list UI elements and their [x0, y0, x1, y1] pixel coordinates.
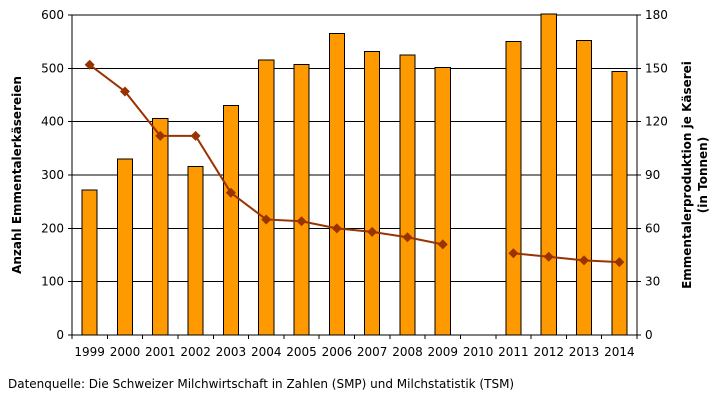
point-2012	[543, 251, 554, 262]
left-tick-label: 300	[41, 168, 64, 182]
x-tick-label-2004: 2004	[251, 345, 282, 359]
x-tick-label-2003: 2003	[216, 345, 247, 359]
point-2007	[367, 226, 378, 237]
bar-2004	[258, 59, 275, 336]
point-2001	[155, 130, 166, 141]
right-tick-label: 0	[645, 328, 653, 342]
x-tick-label-2000: 2000	[110, 345, 141, 359]
left-tick-label: 500	[41, 61, 64, 75]
bar-2013	[575, 40, 593, 336]
point-2003	[225, 187, 236, 198]
chart: 0 100 200 300 400 500 600 0 30 60 90 120 150 180 199…	[10, 8, 710, 359]
point-2000	[119, 86, 130, 97]
bar-2003	[222, 105, 239, 336]
bar-2014	[611, 71, 628, 336]
point-2011	[508, 248, 519, 259]
right-tick-label: 120	[645, 115, 668, 129]
left-axis-ticks: 0 100 200 300 400 500 600	[41, 8, 72, 342]
line-series	[84, 59, 625, 268]
x-tick-label-1999: 1999	[74, 345, 105, 359]
bar-2012	[540, 13, 557, 336]
bar-2009	[434, 66, 451, 336]
x-tick-label-2014: 2014	[604, 345, 635, 359]
right-tick-label: 180	[645, 8, 668, 22]
point-2013	[579, 255, 590, 266]
x-tick-label-2005: 2005	[286, 345, 317, 359]
right-axis-title-line2: (in Tonnen)	[696, 137, 710, 213]
bar-1999	[81, 189, 98, 336]
bar-2000	[116, 158, 134, 336]
data-source-note: Datenquelle: Die Schweizer Milchwirtscha…	[8, 377, 515, 391]
right-axis-ticks: 0 30 60 90 120 150 180	[637, 8, 668, 342]
x-tick-label-2012: 2012	[533, 345, 564, 359]
left-tick-label: 600	[41, 8, 64, 22]
left-tick-label: 0	[56, 328, 64, 342]
right-tick-label: 90	[645, 168, 660, 182]
point-2014	[614, 257, 625, 268]
left-tick-label: 200	[41, 221, 64, 235]
point-2008	[402, 232, 413, 243]
bar-2005	[293, 64, 310, 336]
point-2002	[190, 130, 201, 141]
point-1999	[84, 59, 95, 70]
right-tick-label: 30	[645, 275, 660, 289]
x-tick-label-2002: 2002	[180, 345, 211, 359]
bar-2008	[399, 54, 416, 336]
x-tick-label-2001: 2001	[145, 345, 176, 359]
left-tick-label: 400	[41, 115, 64, 129]
x-axis-ticks: 1999 2000 2001 2002 2003 2004 2005 2006 2007 2008…	[71, 335, 638, 359]
x-tick-label-2011: 2011	[498, 345, 529, 359]
bar-2001	[152, 117, 169, 336]
bar-2006	[328, 33, 345, 336]
left-tick-label: 100	[41, 275, 64, 289]
x-tick-label-2010: 2010	[463, 345, 494, 359]
left-axis-title: Anzahl Emmentalerkäsereien	[10, 76, 24, 274]
bar-2002	[187, 165, 204, 336]
x-tick-label-2007: 2007	[357, 345, 388, 359]
x-tick-label-2009: 2009	[428, 345, 459, 359]
x-tick-label-2008: 2008	[392, 345, 423, 359]
point-2009	[437, 239, 448, 250]
x-tick-label-2013: 2013	[569, 345, 600, 359]
point-2006	[331, 223, 342, 234]
right-axis-title-line1: Emmentalerproduktion je Käserei	[680, 61, 694, 289]
point-2004	[261, 214, 272, 225]
point-2005	[296, 216, 307, 227]
right-tick-label: 150	[645, 61, 668, 75]
line-segment	[513, 252, 620, 264]
bar-2007	[364, 50, 381, 336]
right-tick-label: 60	[645, 221, 660, 235]
bar-2011	[505, 41, 522, 336]
bar-series	[81, 13, 628, 336]
x-tick-label-2006: 2006	[322, 345, 353, 359]
